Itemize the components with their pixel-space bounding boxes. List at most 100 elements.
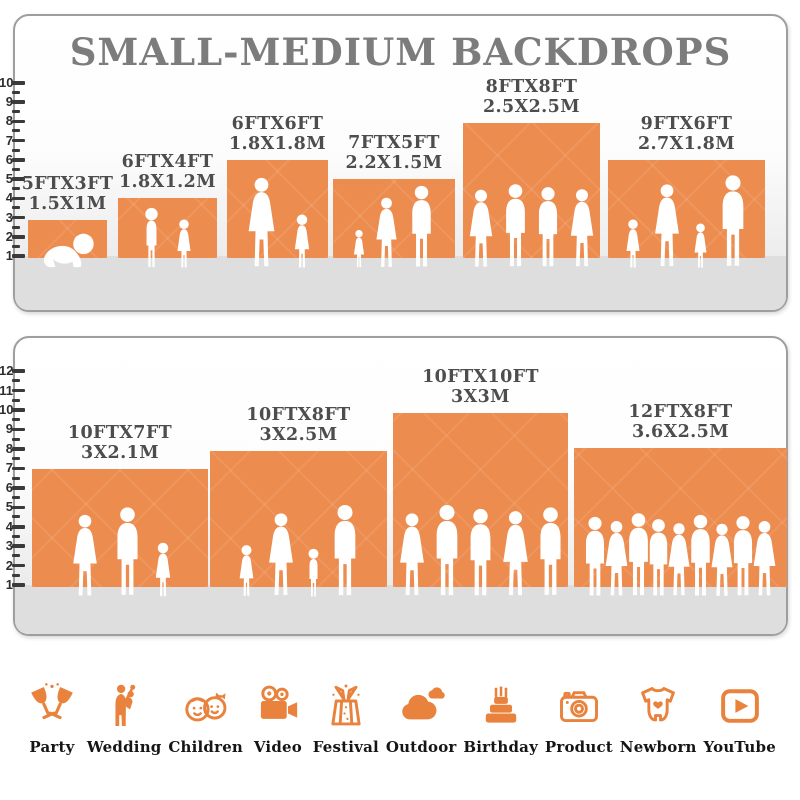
ruler-number: 8 <box>5 440 13 456</box>
category-label: Product <box>544 738 613 756</box>
backdrop-9ftx6ft: 9FTX6FT 2.7X1.8M <box>608 114 765 268</box>
ruler-number: 7 <box>5 460 13 476</box>
size-feet: 8FTX8FT <box>485 76 578 97</box>
person-woman-silhouette <box>376 197 397 267</box>
category-label: Birthday <box>463 738 539 756</box>
category-outdoor: Outdoor <box>386 681 457 756</box>
ruler-tick <box>12 369 25 373</box>
person-woman-silhouette <box>711 523 733 596</box>
size-meters: 2.2X1.5M <box>345 153 443 174</box>
ruler-tick <box>12 158 25 162</box>
video-icon <box>260 685 298 719</box>
person-woman-silhouette <box>570 189 594 267</box>
backdrop-size-label: 6FTX4FT 1.8X1.2M <box>119 152 216 193</box>
person-man-silhouette <box>470 508 491 596</box>
person-woman-silhouette <box>668 523 690 596</box>
person-girl-silhouette <box>177 219 191 268</box>
ruler-tick <box>12 129 20 133</box>
floor-strip <box>15 256 786 310</box>
category-label: Wedding <box>86 738 162 756</box>
ruler-number: 11 <box>0 382 13 398</box>
backdrop-size-label: 9FTX6FT 2.7X1.8M <box>638 114 735 155</box>
ruler-tick <box>12 138 25 143</box>
size-meters: 2.7X1.8M <box>637 134 736 155</box>
backdrop-7ftx5ft: 7FTX5FT 2.2X1.5M <box>333 133 455 268</box>
person-man-silhouette <box>691 514 710 596</box>
size-meters: 1.8X1.8M <box>228 134 327 155</box>
person-woman-silhouette <box>753 521 776 596</box>
person-woman-silhouette <box>72 514 97 596</box>
people-silhouettes <box>28 231 107 269</box>
ruler-tick <box>12 515 20 519</box>
backdrop-size-label: 10FTX7FT 3X2.1M <box>68 423 172 464</box>
backdrop-size-label: 5FTX3FT 1.5X1M <box>22 174 114 215</box>
person-man-silhouette <box>334 504 355 596</box>
ruler-tick <box>12 563 25 568</box>
person-woman-silhouette <box>605 521 628 596</box>
person-man-silhouette <box>540 507 561 595</box>
person-child-silhouette <box>308 548 318 597</box>
people-silhouettes <box>32 506 208 598</box>
ruler-tick <box>12 187 20 191</box>
person-man-silhouette <box>506 184 525 267</box>
ruler-tick <box>12 215 25 220</box>
festival-icon <box>331 684 361 726</box>
person-woman-silhouette <box>248 177 275 267</box>
person-girl-silhouette <box>694 223 707 268</box>
backdrop-5ftx3ft: 5FTX3FT 1.5X1M <box>22 174 113 268</box>
category-label: Newborn <box>619 738 697 756</box>
category-label: YouTube <box>703 738 776 756</box>
category-bar: Party Wedding Children Video Festival Outdoor… <box>24 652 776 756</box>
ruler-tick <box>12 466 25 471</box>
birthday-icon <box>485 686 516 723</box>
panel-small-medium-bottom: 1 2 3 4 5 6 7 8 9 10 11 12 10FTX7FT 3X2.1M 10FTX8FT 3X… <box>0 336 788 636</box>
category-wedding: Wedding <box>87 681 162 756</box>
ruler-tick <box>12 457 20 461</box>
ruler-number: 10 <box>0 74 14 90</box>
person-girl-silhouette <box>626 219 640 268</box>
person-woman-silhouette <box>503 511 528 596</box>
category-festival: Festival <box>313 681 379 756</box>
category-product: Product <box>545 681 613 756</box>
size-meters: 3.6X2.5M <box>631 422 730 443</box>
person-woman-silhouette <box>268 513 293 595</box>
ruler-number: 6 <box>5 151 13 167</box>
size-feet: 10FTX10FT <box>422 366 539 387</box>
person-man-silhouette <box>585 516 605 596</box>
backdrop-size-label: 6FTX6FT 1.8X1.8M <box>229 114 326 155</box>
size-meters: 1.5X1M <box>28 194 107 215</box>
category-party: Party <box>24 681 80 756</box>
product-icon <box>559 691 598 723</box>
category-children: Children <box>168 681 243 756</box>
person-man-silhouette <box>722 175 744 266</box>
category-label: Party <box>29 738 75 756</box>
ruler-tick <box>12 534 20 538</box>
backdrop-10ftx10ft: 10FTX10FT 3X3M <box>393 367 568 596</box>
ruler-number: 9 <box>5 94 13 109</box>
person-man-silhouette <box>733 516 753 596</box>
ruler-tick <box>12 505 25 509</box>
person-girl-silhouette <box>155 542 170 597</box>
person-man-silhouette <box>649 519 668 596</box>
backdrop-10ftx7ft: 10FTX7FT 3X2.1M <box>32 423 208 597</box>
size-feet: 12FTX8FT <box>628 401 733 422</box>
category-newborn: Newborn <box>620 681 697 756</box>
floor-strip <box>15 585 786 634</box>
person-girl-silhouette <box>353 229 365 268</box>
backdrop-rect <box>210 451 387 587</box>
ruler-number: 1 <box>5 248 13 263</box>
ruler-tick <box>12 476 20 480</box>
people-silhouettes <box>118 207 217 269</box>
ruler-tick <box>12 496 20 499</box>
size-meters: 3X3M <box>451 387 510 408</box>
backdrop-rect <box>227 160 328 258</box>
ruler-number: 2 <box>5 228 13 244</box>
category-birthday: Birthday <box>463 681 538 756</box>
ruler-number: 3 <box>5 209 13 225</box>
ruler-tick <box>12 437 20 441</box>
person-baby-silhouette <box>43 233 94 268</box>
person-man-silhouette <box>629 513 648 596</box>
person-man-silhouette <box>538 187 558 267</box>
ruler-tick <box>12 408 25 412</box>
ruler-tick <box>12 398 20 402</box>
